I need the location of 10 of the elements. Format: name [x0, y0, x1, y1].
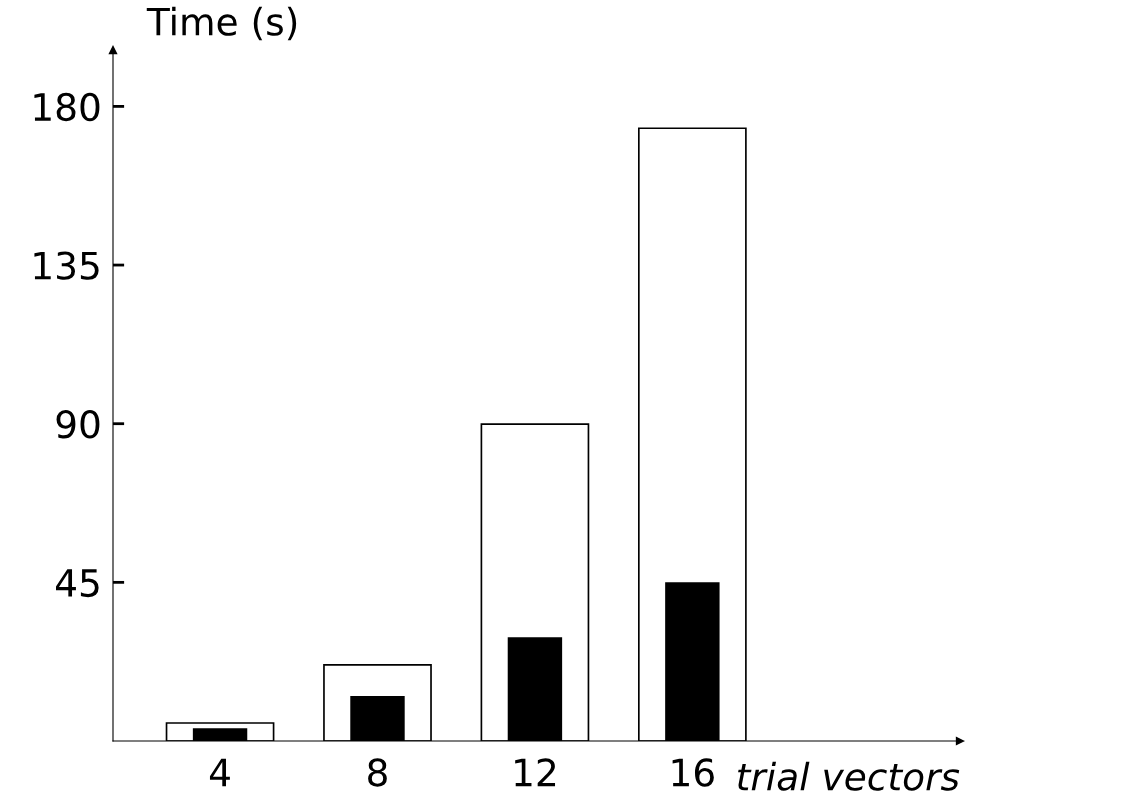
x-tick-label: 12	[515, 758, 556, 787]
x-axis-title: trial vectors	[738, 761, 960, 791]
y-axis-title: Time (s)	[146, 6, 297, 41]
y-tick-label: 180	[34, 92, 100, 122]
x-tick-label: 4	[209, 758, 230, 787]
x-tick-label: 16	[672, 758, 714, 787]
y-tick-label: 45	[56, 569, 99, 598]
y-tick-label: 135	[34, 251, 99, 280]
y-tick-label: 90	[56, 410, 100, 439]
x-tick-label: 8	[368, 758, 387, 787]
